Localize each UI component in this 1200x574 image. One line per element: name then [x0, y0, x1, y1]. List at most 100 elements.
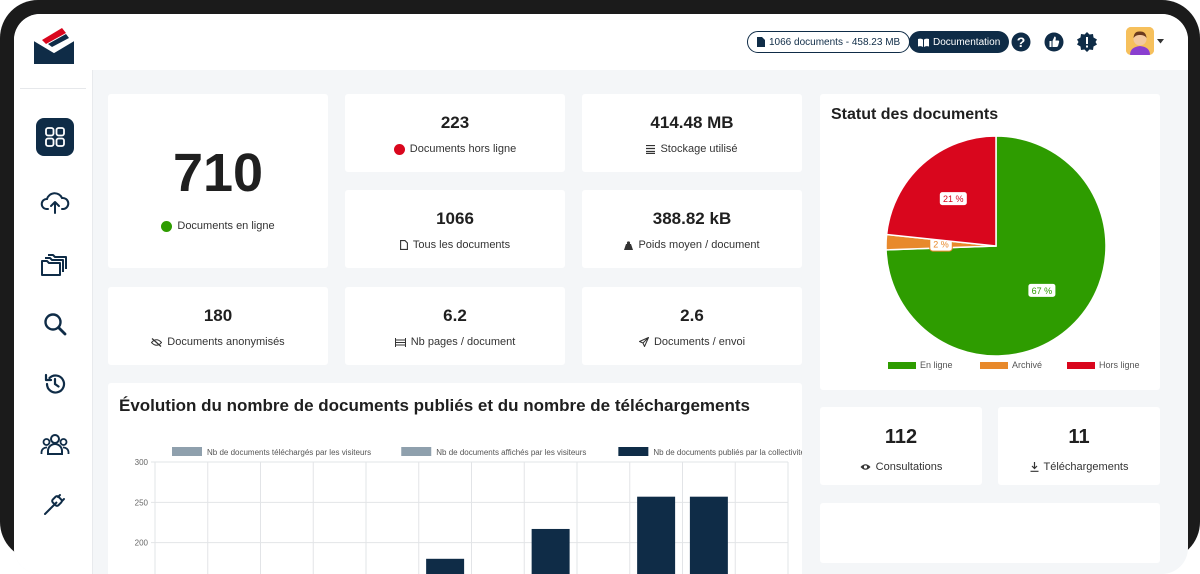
evolution-chart-card: Évolution du nombre de documents publiés… — [108, 383, 802, 574]
user-avatar[interactable] — [1126, 27, 1154, 55]
bar-legend-swatch-0 — [172, 447, 202, 456]
per-send-label-row: Documents / envoi — [582, 336, 802, 348]
storage-label: Stockage utilisé — [660, 143, 738, 155]
bar-legend-label-2[interactable]: Nb de documents publiés par la collectiv… — [653, 448, 802, 457]
red-dot-icon — [393, 143, 405, 155]
storage-value: 414.48 MB — [650, 113, 734, 132]
legend-swatch-0 — [888, 362, 916, 369]
published-bar-7[interactable] — [531, 528, 570, 574]
y-tick-label-2: 200 — [135, 539, 149, 548]
card-storage: 414.48 MB Stockage utilisé — [582, 94, 802, 172]
bar-legend-swatch-2 — [618, 447, 649, 456]
documentation-button[interactable]: Documentation — [909, 31, 1010, 53]
offline-label-row: Documents hors ligne — [345, 143, 565, 155]
consultations-value: 112 — [884, 426, 918, 448]
dashboard-grid-icon — [45, 127, 65, 147]
sidebar-divider — [20, 88, 86, 89]
legend-swatch-2 — [1067, 362, 1095, 369]
card-downloads: 11 Téléchargements — [998, 407, 1160, 485]
nav-documents[interactable] — [36, 245, 74, 283]
users-group-icon — [40, 434, 70, 455]
published-bar-5[interactable] — [426, 558, 465, 574]
online-label: Documents en ligne — [177, 220, 275, 232]
list-icon — [646, 144, 656, 154]
avg-weight-label: Poids moyen / document — [638, 239, 760, 251]
y-tick-label-0: 300 — [135, 458, 149, 467]
online-label-row: Documents en ligne — [108, 220, 328, 232]
bar-legend-label-1[interactable]: Nb de documents affichés par les visiteu… — [436, 448, 586, 457]
status-pie-chart: 67 % 2 % 21 % En ligne Archivé Hors ligne — [885, 135, 1140, 370]
app-logo — [33, 28, 75, 64]
status-chart-card: Statut des documents 67 % 2 % 21 % En ligne… — [820, 94, 1160, 390]
bar-legend-swatch-1 — [401, 447, 432, 456]
nav-upload[interactable] — [36, 183, 74, 221]
card-all-documents: 1066 Tous les documents — [345, 190, 565, 268]
anonymized-label-row: Documents anonymisés — [108, 336, 328, 348]
avg-weight-value: 388.82 kB — [652, 209, 732, 228]
documents-count-text: 1066 documents - 458.23 MB — [769, 36, 901, 48]
documents-count-pill[interactable]: 1066 documents - 458.23 MB — [747, 31, 911, 53]
all-docs-label: Tous les documents — [412, 239, 511, 251]
card-consultations: 112 Consultations — [820, 407, 982, 485]
nav-search[interactable] — [36, 305, 74, 343]
alert-badge-icon[interactable] — [1076, 31, 1098, 53]
offline-value: 223 — [440, 113, 470, 132]
downloads-label: Téléchargements — [1043, 461, 1129, 473]
pie-data-label-0: 67 % — [1032, 286, 1053, 296]
nav-history[interactable] — [36, 365, 74, 403]
pie-label-bg-0 — [1027, 282, 1057, 298]
avg-weight-label-row: Poids moyen / document — [582, 239, 802, 251]
offline-label: Documents hors ligne — [409, 143, 517, 155]
consultations-label: Consultations — [875, 461, 943, 473]
card-pages-per-document: 6.2 Nb pages / document — [345, 287, 565, 365]
per-send-label: Documents / envoi — [653, 336, 746, 348]
online-value: 710 — [172, 143, 264, 203]
pages-label-row: Nb pages / document — [345, 336, 565, 348]
search-icon — [44, 313, 67, 336]
download-icon — [1030, 462, 1038, 472]
downloads-label-row: Téléchargements — [998, 461, 1160, 473]
card-documents-online: 710 Documents en ligne — [108, 94, 328, 268]
pages-label: Nb pages / document — [410, 336, 516, 348]
pie-label-bg-2 — [938, 191, 968, 207]
pages-value: 6.2 — [443, 306, 467, 325]
card-documents-offline: 223 Documents hors ligne — [345, 94, 565, 172]
nav-users[interactable] — [36, 425, 74, 463]
plug-icon — [44, 494, 65, 515]
card-documents-per-send: 2.6 Documents / envoi — [582, 287, 802, 365]
consultations-label-row: Consultations — [820, 461, 982, 473]
eye-icon — [860, 464, 871, 470]
pie-slice-2[interactable] — [885, 135, 997, 247]
file-icon — [757, 37, 765, 47]
legend-label-0[interactable]: En ligne — [920, 360, 953, 370]
chevron-down-icon[interactable] — [1157, 39, 1164, 44]
legend-swatch-1 — [980, 362, 1008, 369]
bar-legend-label-0[interactable]: Nb de documents téléchargés par les visi… — [207, 448, 371, 457]
card-anonymized: 180 Documents anonymisés — [108, 287, 328, 365]
published-bar-9[interactable] — [637, 496, 676, 574]
evolution-bar-chart: Nb de documents téléchargés par les visi… — [135, 447, 802, 574]
top-bar: 1066 documents - 458.23 MB Documentation… — [92, 14, 1188, 70]
svg-text:?: ? — [1017, 34, 1026, 50]
book-icon — [918, 38, 929, 47]
app-screen: 1066 documents - 458.23 MB Documentation… — [14, 14, 1188, 574]
help-icon[interactable]: ? — [1010, 31, 1032, 53]
nav-integrations[interactable] — [36, 485, 74, 523]
legend-label-2[interactable]: Hors ligne — [1099, 360, 1140, 370]
thumbs-up-icon[interactable] — [1043, 31, 1065, 53]
file-outline-icon — [399, 240, 408, 250]
legend-label-1[interactable]: Archivé — [1012, 360, 1042, 370]
nav-dashboard[interactable] — [36, 118, 74, 156]
pie-data-label-1: 2 % — [933, 240, 949, 250]
weight-icon — [624, 240, 634, 250]
user-avatar-icon — [1126, 27, 1154, 55]
folders-icon — [41, 254, 67, 276]
cloud-upload-icon — [40, 192, 70, 214]
published-bar-10[interactable] — [689, 496, 728, 574]
documentation-label: Documentation — [933, 36, 1001, 48]
per-send-value: 2.6 — [680, 306, 704, 325]
pie-data-label-2: 21 % — [943, 194, 964, 204]
all-docs-value: 1066 — [436, 209, 474, 228]
pages-icon — [394, 337, 406, 347]
